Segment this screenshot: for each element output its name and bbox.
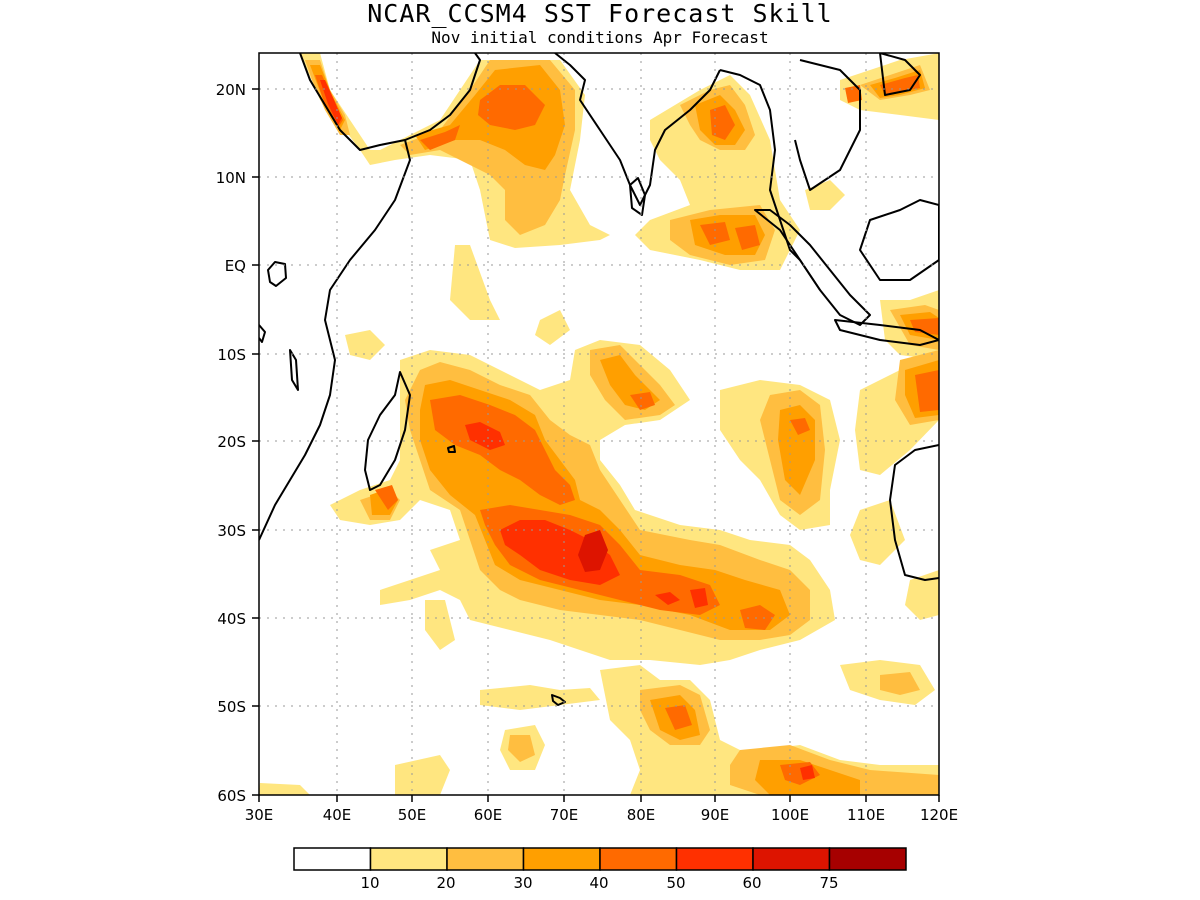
lat-tick-label: 20S	[217, 433, 246, 451]
lat-tick-label: 10N	[216, 169, 246, 187]
colorbar-label: 10	[360, 874, 379, 892]
lat-tick-label: 60S	[217, 787, 246, 805]
lat-tick-label: 30S	[217, 522, 246, 540]
colorbar-label: 50	[666, 874, 685, 892]
lon-tick-label: 70E	[550, 806, 579, 824]
colorbar-swatch	[752, 847, 831, 871]
skill-shading	[259, 53, 939, 795]
colorbar-label: 40	[589, 874, 608, 892]
colorbar-swatch	[675, 847, 754, 871]
lat-tick-label: 50S	[217, 698, 246, 716]
lon-tick-labels: 30E 40E 50E 60E 70E 80E 90E 100E 110E 12…	[245, 806, 958, 824]
lon-tick-label: 60E	[474, 806, 503, 824]
colorbar-label: 60	[742, 874, 761, 892]
chart-title: NCAR_CCSM4 SST Forecast Skill	[367, 0, 833, 28]
colorbar-label: 20	[436, 874, 455, 892]
gridlines	[259, 53, 939, 795]
colorbar-labels: 10 20 30 40 50 60 75	[360, 874, 838, 892]
lon-tick-label: 100E	[771, 806, 809, 824]
tick-marks	[252, 88, 940, 802]
lon-tick-label: 90E	[701, 806, 730, 824]
colorbar-label: 30	[513, 874, 532, 892]
colorbar-swatch	[446, 847, 525, 871]
lat-tick-label: EQ	[225, 257, 246, 275]
colorbar-swatch	[293, 847, 372, 871]
lat-tick-label: 40S	[217, 610, 246, 628]
lon-tick-label: 110E	[847, 806, 885, 824]
lon-tick-label: 40E	[323, 806, 352, 824]
lat-tick-labels: 20N 10N EQ 10S 20S 30S 40S 50S 60S	[216, 81, 246, 805]
lon-tick-label: 120E	[920, 806, 958, 824]
lon-tick-label: 30E	[245, 806, 274, 824]
colorbar-swatch	[369, 847, 448, 871]
map-frame	[258, 52, 940, 796]
colorbar-swatch	[828, 847, 907, 871]
coastlines	[259, 53, 939, 706]
colorbar: 10 20 30 40 50 60 75	[293, 847, 907, 892]
colorbar-label: 75	[819, 874, 838, 892]
lat-tick-label: 10S	[217, 346, 246, 364]
chart-subtitle: Nov initial conditions Apr Forecast	[431, 28, 769, 47]
lon-tick-label: 50E	[398, 806, 427, 824]
colorbar-swatch	[599, 847, 678, 871]
colorbar-swatch	[522, 847, 601, 871]
lon-tick-label: 80E	[627, 806, 656, 824]
lat-tick-label: 20N	[216, 81, 246, 99]
